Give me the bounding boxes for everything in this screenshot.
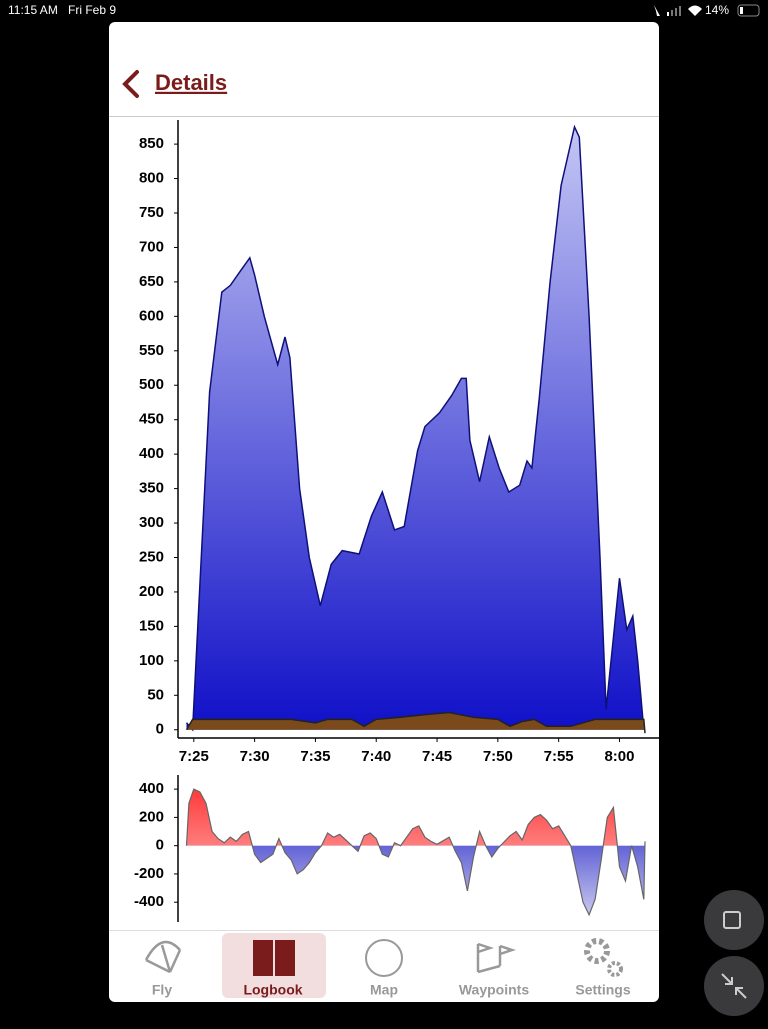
y-tick-label: 800 xyxy=(139,170,164,187)
x-tick-label: 7:55 xyxy=(544,748,574,765)
y-tick-label: 300 xyxy=(139,514,164,531)
y-tick-label: 400 xyxy=(139,780,164,797)
battery-level xyxy=(740,7,743,14)
y-tick-label: 50 xyxy=(147,686,164,703)
y-tick-label: 200 xyxy=(139,583,164,600)
x-tick-label: 8:00 xyxy=(604,748,634,765)
x-tick-label: 7:25 xyxy=(179,748,209,765)
y-tick-label: 150 xyxy=(139,617,164,634)
x-tick-label: 7:50 xyxy=(483,748,513,765)
minimize-button[interactable] xyxy=(704,956,764,1016)
y-tick-label: -400 xyxy=(134,893,164,910)
x-tick-label: 7:40 xyxy=(361,748,391,765)
charts: 0 50 100 150 200 250 300 350 400 450 500 550 600 650 7… xyxy=(134,120,659,922)
battery-icon xyxy=(737,4,760,17)
tab-label[interactable]: Settings xyxy=(575,982,630,998)
battery-text: 14% xyxy=(705,3,729,17)
climb-fill xyxy=(186,789,645,846)
status-date: Fri Feb 9 xyxy=(68,3,116,17)
signal-icon xyxy=(667,12,669,16)
wifi-icon xyxy=(688,5,702,16)
area-fill xyxy=(186,126,644,730)
rotate-icon xyxy=(723,911,741,929)
y-tick-label: 850 xyxy=(139,135,164,152)
sink-fill xyxy=(186,845,645,915)
x-tick-label: 7:35 xyxy=(300,748,330,765)
y-tick-label: 550 xyxy=(139,342,164,359)
rotate-button[interactable] xyxy=(704,890,764,950)
y-tick-label: 0 xyxy=(156,721,164,738)
y-tick-label: 600 xyxy=(139,307,164,324)
y-tick-label: 200 xyxy=(139,808,164,825)
area-fill xyxy=(186,712,645,734)
y-tick-label: 250 xyxy=(139,548,164,565)
y-tick-label: 100 xyxy=(139,652,164,669)
tab-label[interactable]: Fly xyxy=(152,982,172,998)
tab-icon-settings xyxy=(584,938,610,964)
y-tick-label: 500 xyxy=(139,376,164,393)
y-tick-label: -200 xyxy=(134,865,164,882)
vario-line xyxy=(185,788,646,917)
x-tick-label: 7:30 xyxy=(240,748,270,765)
y-tick-label: 350 xyxy=(139,480,164,497)
back-button[interactable] xyxy=(122,70,139,98)
status-time: 11:15 AM xyxy=(8,3,58,17)
y-tick-label: 700 xyxy=(139,238,164,255)
y-tick-label: 450 xyxy=(139,411,164,428)
y-tick-label: 650 xyxy=(139,273,164,290)
area-line xyxy=(185,711,646,734)
tab-label[interactable]: Map xyxy=(370,982,398,998)
tab-icon-fly xyxy=(144,940,182,974)
location-icon xyxy=(654,5,660,16)
signal-icon xyxy=(671,10,673,16)
minimize-icon xyxy=(721,973,747,999)
tab-icon-waypoints xyxy=(476,942,516,974)
signal-icon xyxy=(675,8,677,16)
tab-icon-map xyxy=(365,939,403,977)
tab-label[interactable]: Waypoints xyxy=(459,982,529,998)
signal-icon xyxy=(679,6,681,16)
y-tick-label: 750 xyxy=(139,204,164,221)
tab-icon-settings xyxy=(607,961,623,977)
area-line xyxy=(185,124,645,732)
tab-label[interactable]: Logbook xyxy=(243,982,302,998)
y-tick-label: 400 xyxy=(139,445,164,462)
header-title[interactable]: Details xyxy=(155,70,227,95)
x-tick-label: 7:45 xyxy=(422,748,452,765)
y-tick-label: 0 xyxy=(156,837,164,854)
